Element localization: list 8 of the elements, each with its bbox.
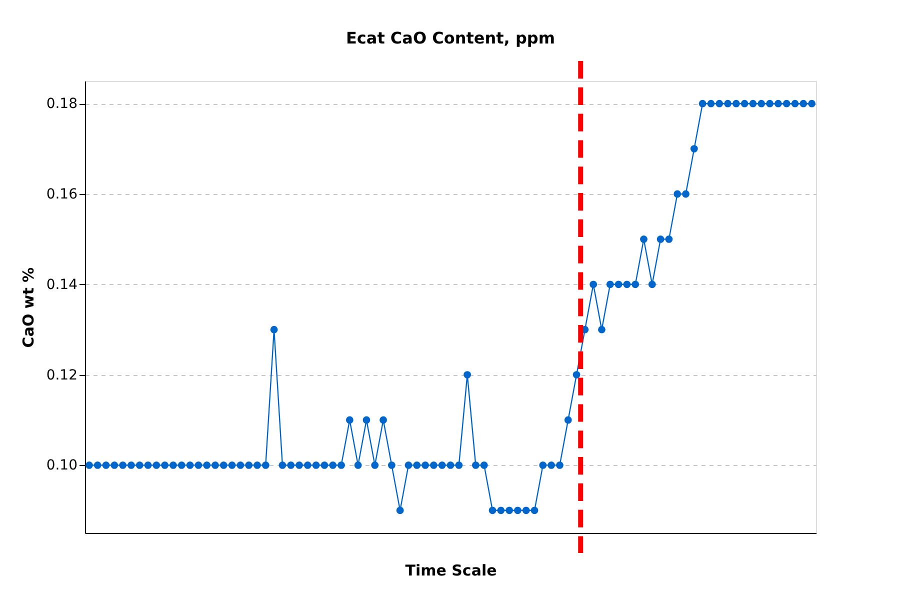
y-tick-label: 0.16 [46,186,78,202]
chart-title: Ecat CaO Content, ppm [346,28,556,48]
y-tick-label: 0.18 [46,96,78,112]
y-tick-label: 0.14 [46,276,78,293]
y-axis-title: CaO wt % [19,267,38,348]
y-tick-label: 0.12 [46,367,78,384]
x-axis-title: Time Scale [405,562,497,580]
y-tick-label: 0.10 [46,458,78,474]
